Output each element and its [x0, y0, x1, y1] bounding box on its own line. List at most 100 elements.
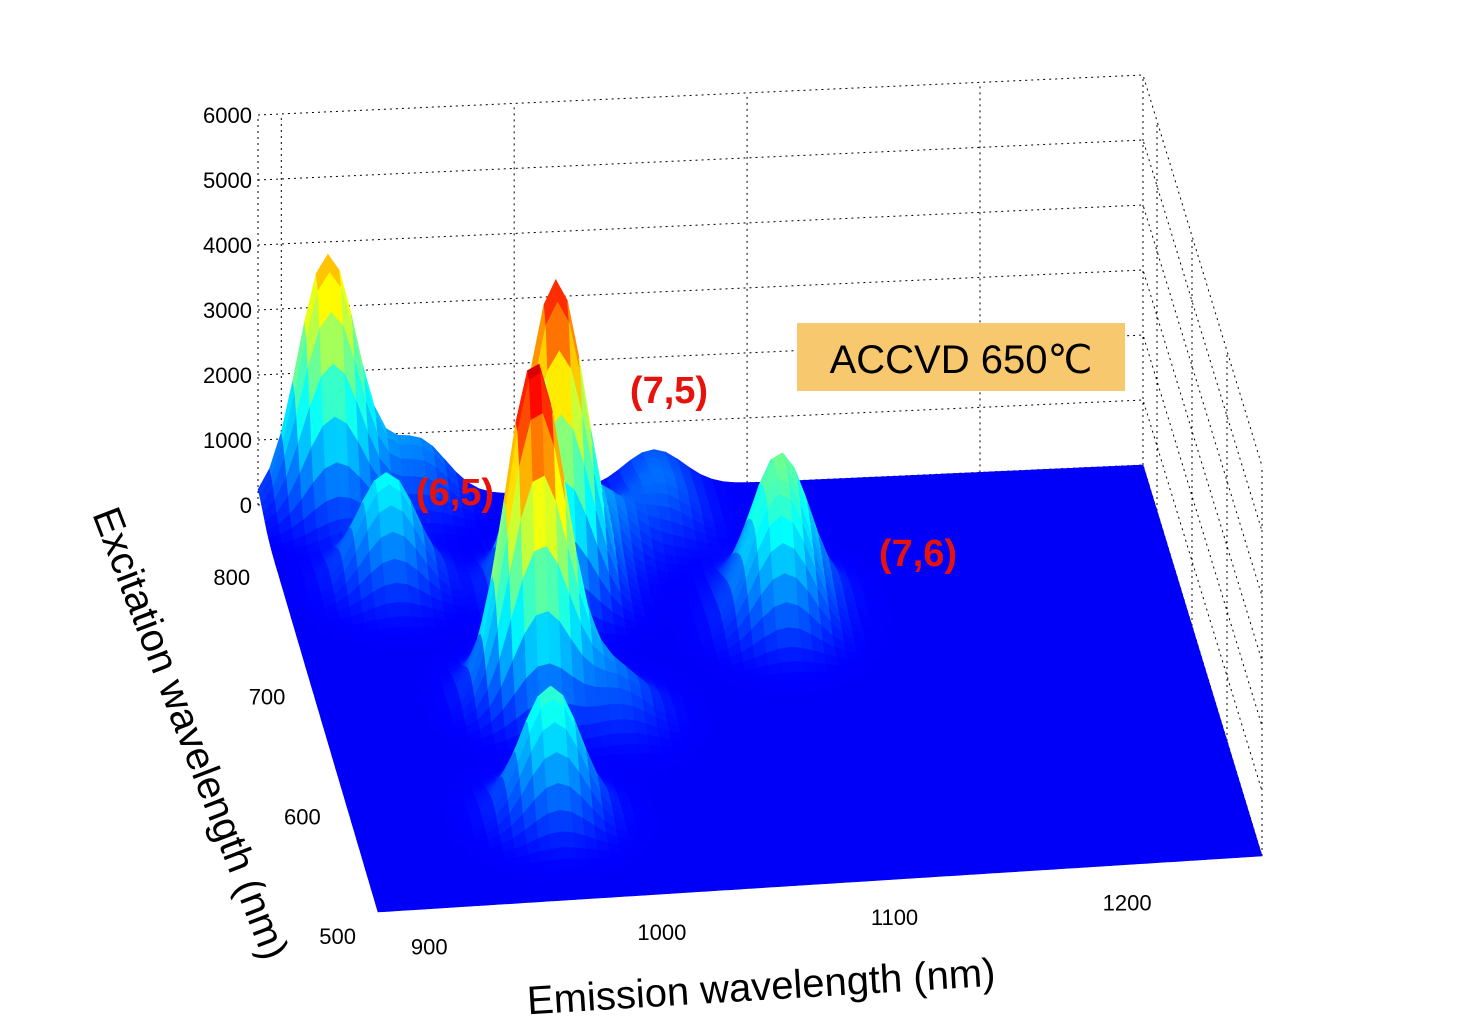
surface-patch [1098, 512, 1113, 520]
surface-patch [320, 676, 335, 685]
surface-patch [1005, 829, 1020, 837]
surface-patch [989, 582, 1004, 590]
surface-patch [756, 791, 771, 799]
surface-patch [884, 664, 899, 673]
surface-patch [1004, 476, 1019, 484]
surface-patch [829, 679, 844, 687]
surface-patch [1106, 500, 1121, 508]
surface-patch [840, 519, 855, 527]
surface-patch [934, 792, 949, 800]
surface-patch [1038, 627, 1053, 635]
surface-patch [1071, 502, 1086, 510]
surface-patch [780, 831, 795, 839]
surface-patch [920, 509, 935, 517]
surface-patch [397, 601, 412, 617]
surface-patch [678, 807, 693, 816]
surface-patch [1031, 527, 1047, 535]
surface-patch [1214, 816, 1229, 825]
surface-patch [1099, 712, 1114, 720]
surface-patch [1222, 763, 1237, 771]
surface-patch [1220, 798, 1235, 807]
surface-patch [444, 533, 459, 543]
surface-patch [651, 875, 666, 883]
surface-patch [725, 846, 741, 855]
surface-patch [1074, 707, 1089, 715]
surface-patch [636, 665, 651, 672]
surface-patch [996, 842, 1012, 850]
surface-patch [368, 838, 383, 846]
surface-patch [344, 718, 359, 726]
surface-patch [1133, 821, 1148, 830]
surface-patch [686, 753, 701, 761]
surface-patch [1025, 545, 1040, 553]
surface-patch [990, 665, 1006, 673]
surface-patch [970, 636, 985, 644]
surface-patch [1061, 625, 1076, 634]
surface-patch [1133, 745, 1148, 753]
surface-patch [1083, 542, 1098, 550]
surface-patch [807, 722, 822, 730]
surface-patch [968, 513, 983, 521]
surface-patch [292, 623, 308, 632]
surface-patch [962, 648, 977, 657]
surface-patch [740, 696, 755, 704]
surface-patch [391, 635, 406, 644]
surface-patch [419, 853, 435, 861]
surface-patch [1073, 625, 1088, 633]
surface-patch [947, 679, 962, 687]
surface-patch [921, 828, 937, 837]
surface-patch [980, 630, 995, 638]
surface-patch [1057, 767, 1072, 775]
surface-patch [647, 623, 662, 631]
surface-patch [535, 882, 550, 891]
surface-patch [1150, 568, 1165, 576]
surface-patch [1123, 517, 1138, 525]
surface-patch [704, 776, 719, 784]
surface-patch [1159, 556, 1174, 564]
surface-patch [1027, 592, 1043, 600]
surface-patch [416, 841, 431, 849]
surface-patch [1185, 800, 1201, 809]
surface-patch [349, 693, 364, 701]
surface-patch [498, 878, 513, 887]
surface-patch [718, 703, 733, 711]
surface-patch [993, 712, 1008, 720]
surface-patch [900, 522, 915, 530]
surface-patch [1092, 571, 1107, 579]
surface-patch [1003, 823, 1018, 832]
surface-patch [1058, 614, 1073, 622]
surface-patch [915, 610, 930, 618]
surface-patch [641, 760, 656, 769]
surface-patch [1161, 644, 1177, 652]
surface-patch [1060, 543, 1075, 551]
surface-patch [626, 744, 641, 755]
surface-patch [968, 589, 983, 597]
surface-patch [546, 881, 561, 890]
surface-patch [962, 844, 977, 852]
surface-patch [835, 542, 851, 550]
surface-patch [1045, 650, 1060, 658]
surface-patch [1145, 510, 1160, 518]
surface-patch [923, 639, 939, 647]
surface-patch [890, 765, 906, 773]
surface-patch [448, 748, 463, 757]
surface-patch [1218, 752, 1233, 760]
surface-patch [1140, 534, 1155, 542]
surface-patch [622, 718, 637, 734]
surface-patch [352, 784, 367, 792]
surface-patch [981, 831, 996, 839]
surface-patch [397, 818, 412, 826]
surface-patch [1074, 473, 1089, 481]
surface-patch [680, 733, 695, 742]
surface-patch [751, 695, 766, 704]
surface-patch [383, 770, 398, 778]
surface-patch [857, 773, 872, 781]
surface-patch [1008, 487, 1023, 495]
surface-patch [759, 761, 774, 769]
surface-patch [1034, 692, 1049, 700]
surface-patch [1136, 639, 1152, 647]
surface-patch [1014, 663, 1029, 671]
surface-patch [1037, 703, 1053, 711]
surface-patch [1097, 665, 1112, 673]
surface-patch [1035, 733, 1050, 741]
